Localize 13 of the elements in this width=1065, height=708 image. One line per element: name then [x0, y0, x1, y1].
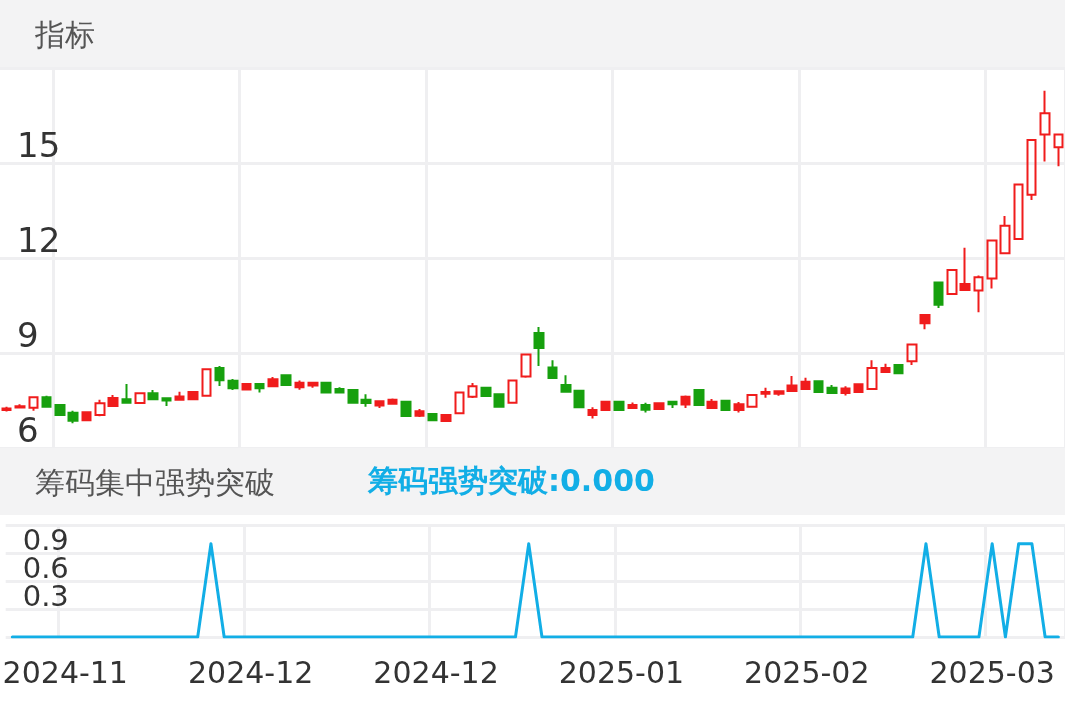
x-tick-label: 2025-01 — [558, 654, 685, 690]
x-tick-label: 2025-03 — [929, 654, 1055, 690]
text: 筹码强势突破:0.000 — [367, 462, 655, 498]
y-tick-label: 15 — [17, 125, 61, 165]
y-tick-label: 6 — [17, 410, 39, 450]
y-tick-label: 12 — [17, 220, 61, 260]
x-tick-label: 2025-02 — [744, 654, 870, 690]
chart-title: 指标 — [34, 16, 95, 52]
x-tick-label: 2024-12 — [187, 654, 314, 690]
x-tick-label: 2024-12 — [373, 654, 499, 690]
y-tick-label: 9 — [17, 315, 39, 355]
chart-title: 筹码集中强势突破 — [35, 464, 275, 500]
x-tick-label: 2024-11 — [2, 654, 128, 690]
